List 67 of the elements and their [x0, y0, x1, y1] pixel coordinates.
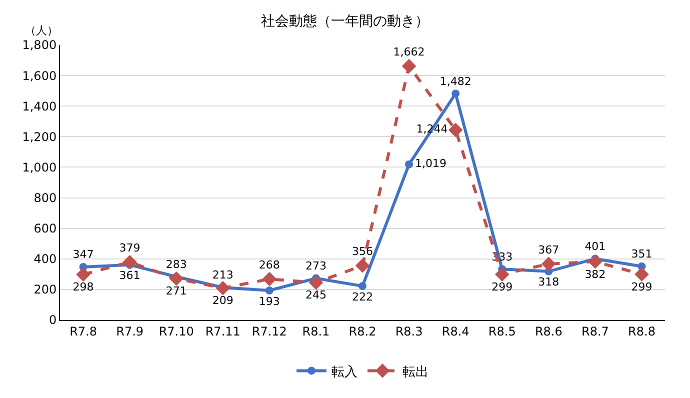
data-label: 347 — [72, 248, 94, 262]
x-tick-label: R7.10 — [158, 324, 194, 338]
x-tick-label: R8.5 — [488, 324, 516, 338]
data-label: 379 — [119, 241, 140, 254]
point — [452, 90, 460, 98]
legend-label: 転出 — [402, 364, 428, 380]
legend-label: 転入 — [332, 364, 358, 380]
x-tick-label: R7.8 — [70, 324, 97, 338]
data-label: 361 — [119, 269, 140, 282]
point — [308, 275, 324, 290]
point — [265, 286, 274, 295]
data-label: 268 — [258, 258, 280, 272]
x-tick-label: R8.6 — [534, 324, 562, 338]
x-tick-label: R7.9 — [116, 324, 144, 338]
point — [405, 160, 414, 168]
y-tick-label: 800 — [34, 190, 57, 205]
data-label: 283 — [166, 258, 187, 272]
data-label: 299 — [631, 280, 652, 294]
point — [494, 267, 510, 282]
x-tick-label: R8.1 — [302, 324, 330, 338]
data-label: 382 — [584, 268, 606, 281]
point — [634, 267, 649, 282]
data-label: 401 — [584, 240, 606, 253]
x-tick-label: R8.3 — [395, 324, 423, 338]
x-tick-label: R8.8 — [628, 324, 656, 338]
point — [402, 58, 416, 74]
data-label: 1,019 — [415, 157, 447, 170]
y-tick-label: 0 — [48, 313, 57, 328]
data-label: 367 — [538, 243, 560, 256]
data-label: 271 — [166, 284, 187, 298]
y-tick-label: 600 — [34, 222, 57, 236]
data-label: 318 — [538, 276, 560, 289]
data-label: 245 — [305, 288, 326, 302]
point — [355, 258, 370, 273]
y-axis-title: （人） — [25, 24, 58, 37]
point — [76, 267, 90, 282]
data-label: 351 — [631, 248, 652, 261]
y-tick-label: 1,800 — [22, 38, 57, 52]
point — [169, 271, 184, 286]
data-label: 273 — [305, 260, 326, 273]
y-tick-label: 1,400 — [22, 99, 57, 114]
point — [542, 256, 556, 272]
point — [588, 254, 602, 269]
y-tick-label: 1,600 — [22, 68, 57, 83]
data-label: 1,662 — [393, 45, 425, 58]
y-tick-label: 400 — [34, 252, 57, 266]
x-tick-label: R8.4 — [442, 324, 470, 338]
point — [448, 122, 463, 138]
data-label: 299 — [492, 280, 513, 294]
y-tick-label: 1,000 — [22, 160, 57, 174]
data-label: 222 — [352, 290, 373, 304]
y-tick-label: 200 — [34, 282, 57, 297]
data-label: 356 — [352, 244, 373, 258]
x-tick-label: R8.2 — [348, 324, 376, 338]
point — [358, 282, 366, 290]
x-tick-label: R8.7 — [581, 324, 609, 338]
data-label: 209 — [212, 294, 234, 308]
chart-title: 社会動態（一年間の動き） — [261, 14, 429, 30]
point — [216, 280, 230, 296]
data-label: 298 — [72, 280, 94, 294]
x-tick-label: R7.11 — [205, 324, 240, 338]
data-label: 193 — [258, 294, 280, 308]
data-label: 213 — [212, 268, 234, 282]
x-tick-label: R7.12 — [252, 324, 287, 338]
point — [262, 272, 277, 286]
y-tick-label: 1,200 — [22, 130, 57, 144]
data-label: 1,482 — [440, 74, 472, 88]
